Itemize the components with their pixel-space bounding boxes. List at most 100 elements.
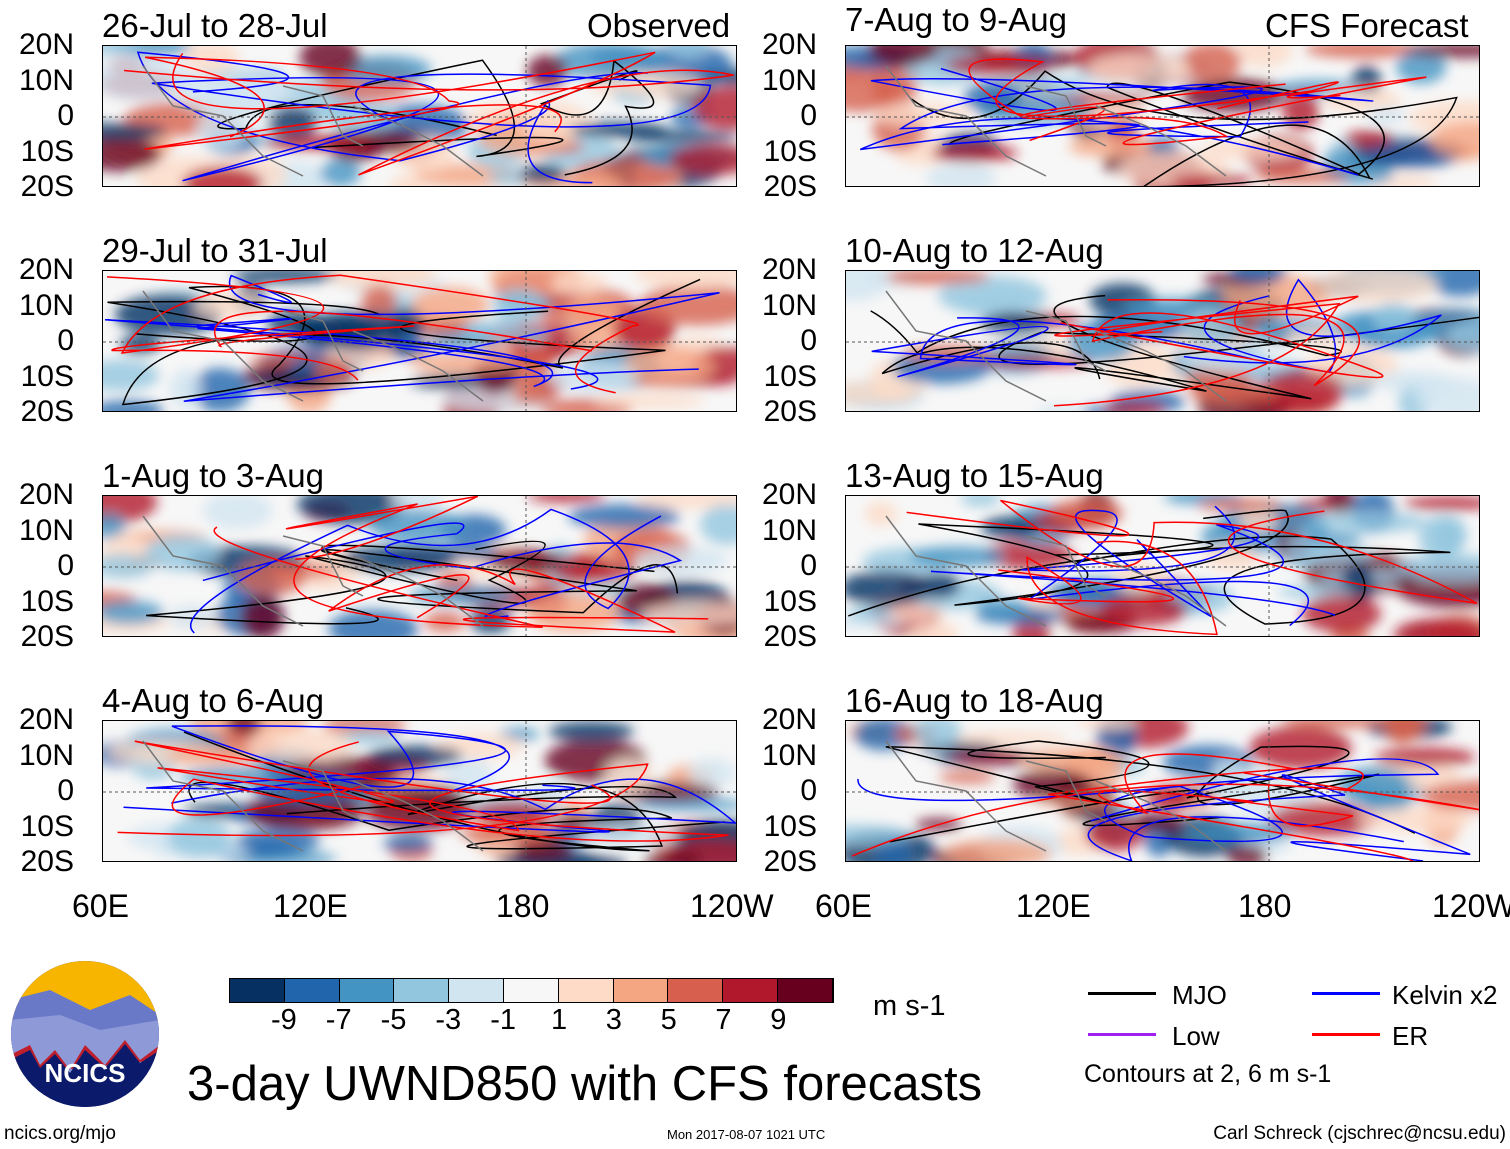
- legend-low-label: Low: [1172, 1021, 1220, 1051]
- lat-label: 20N: [761, 478, 817, 511]
- lat-label: 10S: [763, 134, 817, 168]
- panel-title: 26-Jul to 28-Jul: [102, 7, 328, 44]
- lat-label: 20N: [761, 28, 817, 61]
- lat-label: 20N: [18, 703, 74, 736]
- legend-kelvin-label: Kelvin x2: [1392, 980, 1498, 1010]
- lat-label: 10S: [763, 359, 817, 393]
- lon-label-120w-right: 120W: [1432, 888, 1510, 924]
- colorbar-swatch: [613, 979, 669, 1002]
- lon-label-120e-right: 120E: [1016, 888, 1091, 924]
- lat-label: 10S: [20, 359, 74, 393]
- lat-label: 20N: [18, 478, 74, 511]
- lon-label-120e: 120E: [273, 888, 348, 924]
- colorbar-label: -1: [490, 1004, 516, 1036]
- legend-er-label: ER: [1392, 1021, 1429, 1051]
- colorbar-label: -5: [380, 1004, 407, 1036]
- lon-label-180: 180: [496, 888, 550, 924]
- colorbar-swatch: [339, 979, 395, 1002]
- lat-label: 0: [800, 549, 817, 582]
- colorbar-label: 7: [715, 1004, 732, 1036]
- map-panel: [102, 45, 737, 187]
- lat-label: 10N: [761, 63, 817, 97]
- colorbar-label: -7: [325, 1004, 352, 1036]
- panel-title: 7-Aug to 9-Aug: [845, 1, 1067, 38]
- map-panel: [845, 45, 1480, 187]
- lat-label: 20N: [761, 703, 817, 736]
- colorbar-label: 5: [660, 1004, 677, 1036]
- map-panel: [102, 720, 737, 862]
- lat-label: 20S: [763, 395, 817, 428]
- lat-label: 20N: [18, 28, 74, 61]
- footer-timestamp: Mon 2017-08-07 1021 UTC: [667, 1127, 826, 1142]
- panel-title: 13-Aug to 15-Aug: [845, 457, 1104, 494]
- panel-title: 29-Jul to 31-Jul: [102, 232, 328, 269]
- lon-label-120w: 120W: [690, 888, 774, 924]
- colorbar-swatch: [723, 979, 778, 1002]
- lat-label: 10N: [761, 288, 817, 322]
- lat-label: 20S: [20, 395, 74, 428]
- lat-label: 20N: [761, 253, 817, 286]
- colorbar-swatch: [558, 979, 614, 1002]
- colorbar-label: -3: [435, 1004, 462, 1036]
- map-panel: [845, 720, 1480, 862]
- lat-label: 20S: [20, 845, 74, 878]
- colorbar-swatch: [230, 979, 285, 1002]
- lat-label: 10N: [18, 63, 74, 97]
- lat-label: 20S: [20, 620, 74, 653]
- colorbar-label: 9: [770, 1004, 787, 1036]
- figure-title: 3-day UWND850 with CFS forecasts: [187, 1057, 983, 1111]
- lat-label: 0: [800, 324, 817, 357]
- lon-label-180-right: 180: [1238, 888, 1292, 924]
- legend-mjo-label: MJO: [1172, 980, 1227, 1010]
- panel-title: 10-Aug to 12-Aug: [845, 232, 1104, 269]
- map-panel: [845, 495, 1480, 637]
- panel-tag: CFS Forecast: [1265, 7, 1469, 44]
- colorbar-label: 3: [605, 1004, 622, 1036]
- map-panel: [102, 495, 737, 637]
- lat-label: 20S: [763, 845, 817, 878]
- colorbar-units: m s-1: [873, 990, 946, 1022]
- lat-label: 10N: [761, 738, 817, 772]
- footer-credit: Carl Schreck (cjschrec@ncsu.edu): [1213, 1123, 1506, 1144]
- colorbar-swatch: [777, 979, 833, 1002]
- map-panel: [845, 270, 1480, 412]
- legend-low-line: [1088, 1033, 1156, 1036]
- lat-label: 0: [800, 99, 817, 132]
- lat-label: 20S: [20, 170, 74, 203]
- lat-label: 0: [57, 99, 74, 132]
- legend-kelvin-line: [1312, 992, 1380, 995]
- colorbar-swatch: [503, 979, 559, 1002]
- lat-label: 10S: [763, 584, 817, 618]
- map-panel: [102, 270, 737, 412]
- lat-label: 10S: [20, 134, 74, 168]
- lat-label: 10S: [763, 809, 817, 843]
- lat-label: 20S: [763, 620, 817, 653]
- colorbar-swatch: [449, 979, 504, 1002]
- panel-title: 16-Aug to 18-Aug: [845, 682, 1104, 719]
- panel-tag: Observed: [587, 7, 731, 44]
- lat-label: 10N: [18, 288, 74, 322]
- lat-label: 10N: [18, 513, 74, 547]
- panel-title: 4-Aug to 6-Aug: [102, 682, 324, 719]
- lat-label: 0: [57, 549, 74, 582]
- lat-label: 20N: [18, 253, 74, 286]
- lon-label-60e-right: 60E: [815, 888, 872, 924]
- colorbar-swatch: [394, 979, 450, 1002]
- ncics-logo: NCICS: [11, 961, 159, 1107]
- colorbar-label: -9: [271, 1004, 297, 1036]
- logo-text: NCICS: [45, 1058, 126, 1088]
- panel-title: 1-Aug to 3-Aug: [102, 457, 324, 494]
- footer-url: ncics.org/mjo: [4, 1123, 116, 1144]
- lat-label: 10N: [761, 513, 817, 547]
- lat-label: 10S: [20, 809, 74, 843]
- contours-note: Contours at 2, 6 m s-1: [1084, 1060, 1332, 1088]
- lat-label: 10S: [20, 584, 74, 618]
- lat-label: 10N: [18, 738, 74, 772]
- lat-label: 0: [57, 774, 74, 807]
- colorbar-swatch: [668, 979, 724, 1002]
- lat-label: 0: [800, 774, 817, 807]
- lat-label: 0: [57, 324, 74, 357]
- lon-label-60e: 60E: [72, 888, 129, 924]
- colorbar: [229, 978, 834, 1003]
